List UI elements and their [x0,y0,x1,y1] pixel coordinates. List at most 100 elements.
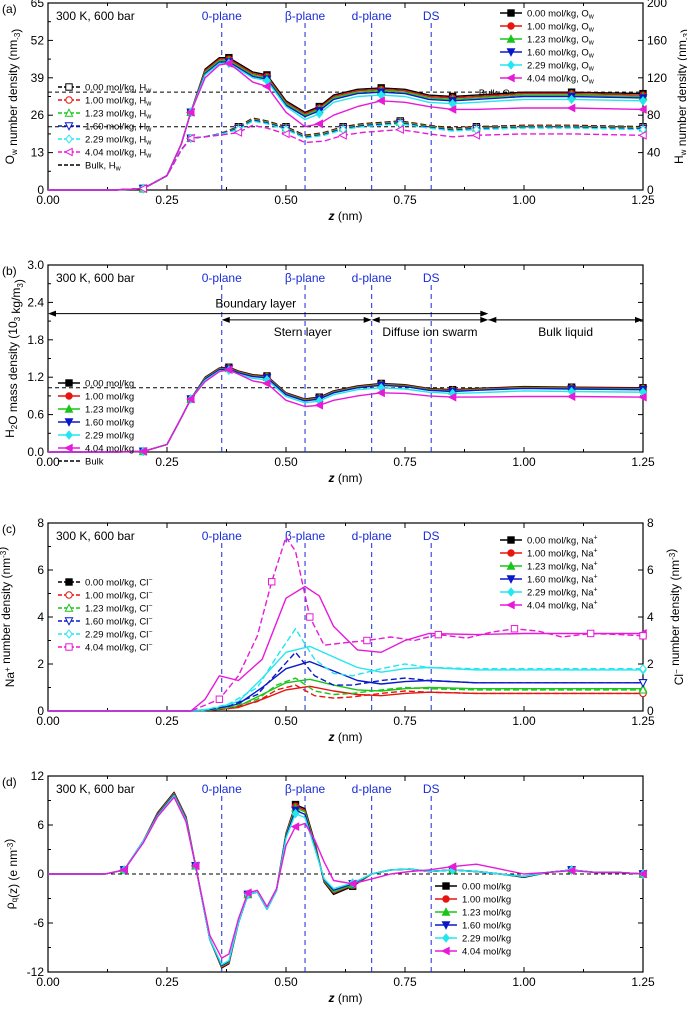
plane-label: 0-plane [202,271,242,285]
y-axis-label-part: kg/m [9,288,23,317]
series-line [48,628,643,712]
legend-label: 2.29 mol/kg, Ow [527,61,595,73]
legend-marker [64,404,74,413]
region-label: Diffuse ion swarm [382,325,477,339]
data-point [510,625,519,633]
data-point [291,808,300,819]
data-point [315,108,324,119]
legend-label: 1.60 mol/kg, Cl− [85,616,152,628]
y-axis-label-part: q [10,898,19,902]
x-tick-label: 0.25 [155,714,179,728]
legend-marker [65,643,73,651]
y2-axis-label: Hw number density (nm-3) [672,29,687,164]
y-tick-label: 65 [31,0,45,10]
series-line [48,796,644,959]
region-arrowhead [488,316,497,323]
y2-tick-label: 160 [647,33,667,47]
condition-label: 300 K, 600 bar [56,271,135,285]
plane-label: DS [423,529,440,543]
legend-marker [65,379,73,387]
data-point [638,679,648,688]
x-tick-label: 0.00 [36,455,60,469]
legend-label-script: w [145,127,152,134]
legend-marker [64,603,74,612]
legend-label: 0.00 mol/kg [462,882,511,893]
y-tick-label: -6 [33,916,44,930]
legend-label: 0.00 mol/kg, Na+ [527,535,598,547]
series [48,793,648,967]
series [48,124,647,193]
condition-label: 300 K, 600 bar [56,782,135,796]
series [48,796,647,959]
legend-label-script: + [594,535,598,542]
legend-marker [441,907,451,916]
data-point [639,632,647,640]
y-axis-label-part: ) [9,29,23,33]
legend-marker [65,578,73,586]
y-axis-label-part: 3 [16,283,25,288]
legend-label-script: + [594,600,598,607]
x-tick-label: 1.25 [631,975,655,989]
series [48,364,647,456]
plane-label: β-plane [285,529,326,543]
plane-label: d-plane [352,9,392,23]
y2-tick-label: 200 [647,0,667,10]
series-line [48,678,643,712]
legend-label-script: − [148,616,152,623]
x-axis-label: z (nm) [328,991,363,1005]
y2-axis-label-part: w [679,149,687,156]
legend-label: 2.29 mol/kg [85,431,134,442]
y2-axis-label-part: ) [664,549,678,553]
legend-marker [442,895,450,903]
y-axis-label-part: 3 [13,316,22,321]
legend-marker [441,921,451,930]
legend-label: 1.00 mol/kg [85,392,134,403]
panel-4: (d) 300 K, 600 bar 0.00 0.25 0.50 0.75 1.00 1.2… [2,769,655,1005]
y-axis-label-part: ρ [3,902,17,909]
series [48,628,647,712]
data-point [243,888,252,898]
region-label: Bulk liquid [538,325,593,339]
y2-tick-label: 120 [647,71,667,85]
data-point [138,184,147,193]
x-axis-label-unit: (nm) [335,730,363,744]
series [48,794,647,966]
data-point [376,388,385,398]
legend-label-script: w [145,153,152,160]
data-point [434,630,443,639]
legend-label-script: − [148,603,152,610]
series [48,365,647,456]
y-axis-label-part: -3 [13,32,22,40]
y2-axis-label-part: number density (nm [668,560,682,669]
y-axis-label-part: ) [0,547,9,551]
data-point [447,392,457,402]
legend-label-script: w [588,40,595,47]
series [48,651,648,712]
legend-label: 1.23 mol/kg [85,405,134,416]
data-point [290,822,300,832]
series [48,363,647,456]
data-point [268,578,276,586]
series-line [48,792,644,968]
data-point [233,128,243,137]
series [48,677,648,712]
y2-axis-label-part: number density (nm [675,40,687,149]
y2-axis-label-part: H [672,155,686,164]
x-axis-label-unit: (nm) [335,471,363,485]
x-tick-label: 0.75 [393,193,417,207]
x-axis-label-var: z [328,471,335,485]
data-point [138,446,147,456]
legend-label: 1.60 mol/kg [462,921,511,932]
y2-axis-label-part: ) [678,29,687,33]
panel-2: (b) 300 K, 600 bar 0.00 0.25 0.50 0.75 1.00 1.2… [2,258,655,485]
data-point [447,862,457,872]
series-line [48,645,643,712]
panel-label: (d) [2,775,17,789]
series [48,678,648,712]
series-line [48,368,644,453]
y2-tick-label: 4 [647,610,654,624]
y-tick-label: 6 [37,563,44,577]
plane-label: 0-plane [202,782,242,796]
data-point [306,613,314,621]
